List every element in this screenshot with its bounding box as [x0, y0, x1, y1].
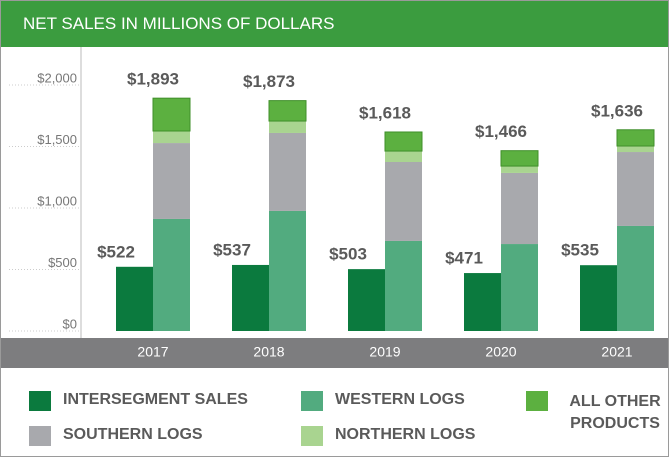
legend-label: SOUTHERN LOGS: [63, 426, 203, 443]
legend-label: ALL OTHER PRODUCTS: [569, 393, 661, 432]
bar-segment: [385, 161, 422, 241]
y-tick-label: $1,000: [37, 193, 77, 208]
bar-segment: [153, 131, 190, 144]
bar-segment: [617, 152, 654, 226]
bar: [580, 265, 617, 331]
bar-segment: [385, 240, 422, 331]
legend-label: NORTHERN LOGS: [335, 426, 476, 443]
y-tick-label: $2,000: [37, 70, 77, 85]
total-label: $1,618: [359, 103, 411, 122]
bar-segment: [269, 210, 306, 331]
x-tick-label: 2019: [369, 344, 400, 360]
value-label: $535: [561, 241, 599, 260]
chart-title: NET SALES IN MILLIONS OF DOLLARS: [1, 1, 668, 47]
x-tick-label: 2017: [137, 344, 168, 360]
total-label: $1,466: [475, 122, 527, 141]
legend-swatch: [301, 391, 323, 411]
total-label: $1,893: [127, 70, 179, 89]
bar: [232, 264, 269, 331]
legend-label: INTERSEGMENT SALES: [63, 391, 248, 408]
bar-segment: [268, 100, 307, 122]
bar-segment: [269, 121, 306, 133]
y-tick-label: $0: [63, 316, 77, 331]
bar-segment: [153, 218, 190, 331]
bar: [348, 269, 385, 331]
bar-segment: [501, 166, 538, 173]
bar-segment: [500, 150, 539, 167]
legend-swatch: [301, 426, 323, 446]
bar: [464, 273, 501, 331]
legend-item: ALL OTHER PRODUCTS: [526, 391, 668, 435]
value-label: $537: [213, 240, 251, 259]
legend-item: WESTERN LOGS: [301, 391, 465, 411]
bar-segment: [501, 172, 538, 245]
total-label: $1,873: [243, 72, 295, 91]
bar-segment: [617, 146, 654, 153]
x-tick-label: 2020: [485, 344, 516, 360]
y-tick-label: $500: [48, 255, 77, 270]
bar-segment: [384, 131, 423, 152]
legend-swatch: [526, 391, 548, 411]
bar-segment: [385, 151, 422, 162]
bar-segment: [269, 132, 306, 211]
bar-segment: [153, 143, 190, 219]
x-axis-band: [1, 338, 668, 368]
bar: [116, 266, 153, 331]
value-label: $522: [97, 242, 135, 261]
legend-swatch: [29, 426, 51, 446]
value-label: $503: [329, 245, 367, 264]
legend-label: WESTERN LOGS: [335, 391, 465, 408]
total-label: $1,636: [591, 101, 643, 120]
legend-item: SOUTHERN LOGS: [29, 426, 203, 446]
x-tick-label: 2021: [601, 344, 632, 360]
legend-swatch: [29, 391, 51, 411]
y-tick-label: $1,500: [37, 132, 77, 147]
x-tick-label: 2018: [253, 344, 284, 360]
legend-item: NORTHERN LOGS: [301, 426, 475, 446]
value-label: $471: [445, 249, 483, 268]
bar-segment: [617, 225, 654, 331]
legend-item: INTERSEGMENT SALES: [29, 391, 248, 411]
bar-segment: [616, 129, 655, 147]
bar-segment: [501, 244, 538, 331]
bar-segment: [152, 97, 191, 132]
